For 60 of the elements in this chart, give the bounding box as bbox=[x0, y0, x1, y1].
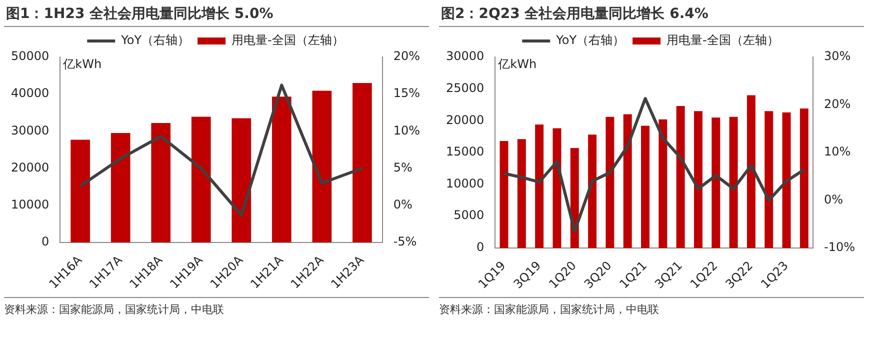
y-tick-label: 30000 bbox=[10, 123, 50, 138]
bar bbox=[272, 96, 292, 242]
y2-tick-label: -5% bbox=[393, 234, 417, 249]
bar bbox=[588, 134, 597, 248]
y-tick-label: 40000 bbox=[10, 86, 50, 100]
y2-tick-label: 5% bbox=[393, 160, 412, 174]
y-axis-title: 亿kWh bbox=[497, 57, 537, 72]
y-tick-label: 15000 bbox=[446, 144, 484, 159]
y-tick-label: 50000 bbox=[10, 49, 50, 64]
bar bbox=[191, 116, 211, 242]
legend-label: 用电量-全国（左轴） bbox=[232, 33, 344, 48]
bar bbox=[694, 111, 702, 248]
y-tick-label: 20000 bbox=[10, 160, 50, 174]
bar bbox=[729, 116, 738, 248]
bar bbox=[606, 116, 614, 248]
bar bbox=[623, 114, 632, 248]
y2-tick-label: 0% bbox=[393, 197, 412, 212]
y2-tick-label: 10% bbox=[824, 144, 851, 159]
bar bbox=[552, 128, 562, 248]
y2-tick-label: 20% bbox=[824, 96, 851, 111]
bar bbox=[570, 148, 579, 248]
bar bbox=[70, 140, 90, 242]
y-tick-label: 20000 bbox=[446, 112, 484, 127]
legend-label: YoY（右轴） bbox=[120, 33, 190, 48]
bar bbox=[800, 108, 808, 248]
chart-title: 图2：2Q23 全社会用电量同比增长 6.4% bbox=[439, 0, 864, 27]
bar bbox=[676, 106, 685, 248]
bar bbox=[232, 118, 252, 242]
y-tick-label: 0 bbox=[476, 240, 484, 254]
chart-title: 图1：1H23 全社会用电量同比增长 5.0% bbox=[4, 0, 429, 27]
bar bbox=[110, 133, 130, 242]
bar bbox=[500, 141, 508, 248]
y2-tick-label: -10% bbox=[824, 240, 856, 254]
bar bbox=[764, 111, 774, 248]
bar bbox=[658, 119, 668, 248]
bar bbox=[352, 82, 372, 242]
bar bbox=[517, 139, 526, 248]
legend-label: 用电量-全国（左轴） bbox=[666, 33, 779, 48]
bar bbox=[782, 112, 791, 248]
bar bbox=[641, 126, 650, 248]
y2-tick-label: 10% bbox=[393, 123, 420, 138]
text: 资料来源：国家能源局，国家统计局，中电联 bbox=[439, 297, 864, 317]
text: 资料来源：国家能源局，国家统计局，中电联 bbox=[4, 297, 429, 317]
y2-tick-label: 20% bbox=[393, 49, 420, 64]
bar bbox=[151, 123, 171, 242]
y-axis-title: 亿kWh bbox=[62, 57, 102, 72]
bar bbox=[746, 95, 756, 248]
y-tick-label: 0 bbox=[42, 234, 50, 249]
y-tick-label: 10000 bbox=[446, 176, 484, 190]
y-tick-label: 10000 bbox=[10, 197, 50, 212]
y2-tick-label: 15% bbox=[393, 86, 420, 100]
bar bbox=[712, 117, 720, 248]
bar bbox=[312, 90, 332, 242]
y-tick-label: 30000 bbox=[446, 49, 484, 64]
y-tick-label: 5000 bbox=[454, 208, 484, 222]
legend-label: YoY（右轴） bbox=[555, 33, 625, 48]
y-tick-label: 25000 bbox=[446, 80, 484, 95]
y2-tick-label: 30% bbox=[824, 49, 851, 64]
bar bbox=[535, 124, 544, 248]
y2-tick-label: 0% bbox=[824, 192, 844, 206]
